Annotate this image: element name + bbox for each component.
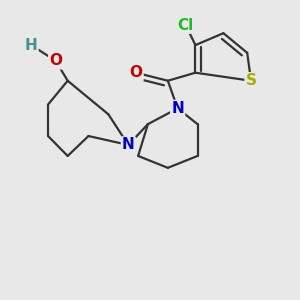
Text: S: S: [246, 73, 256, 88]
Text: O: O: [49, 53, 62, 68]
Text: N: N: [122, 137, 135, 152]
Text: H: H: [25, 38, 38, 52]
Text: Cl: Cl: [178, 18, 194, 33]
Text: O: O: [130, 65, 142, 80]
Text: N: N: [171, 101, 184, 116]
